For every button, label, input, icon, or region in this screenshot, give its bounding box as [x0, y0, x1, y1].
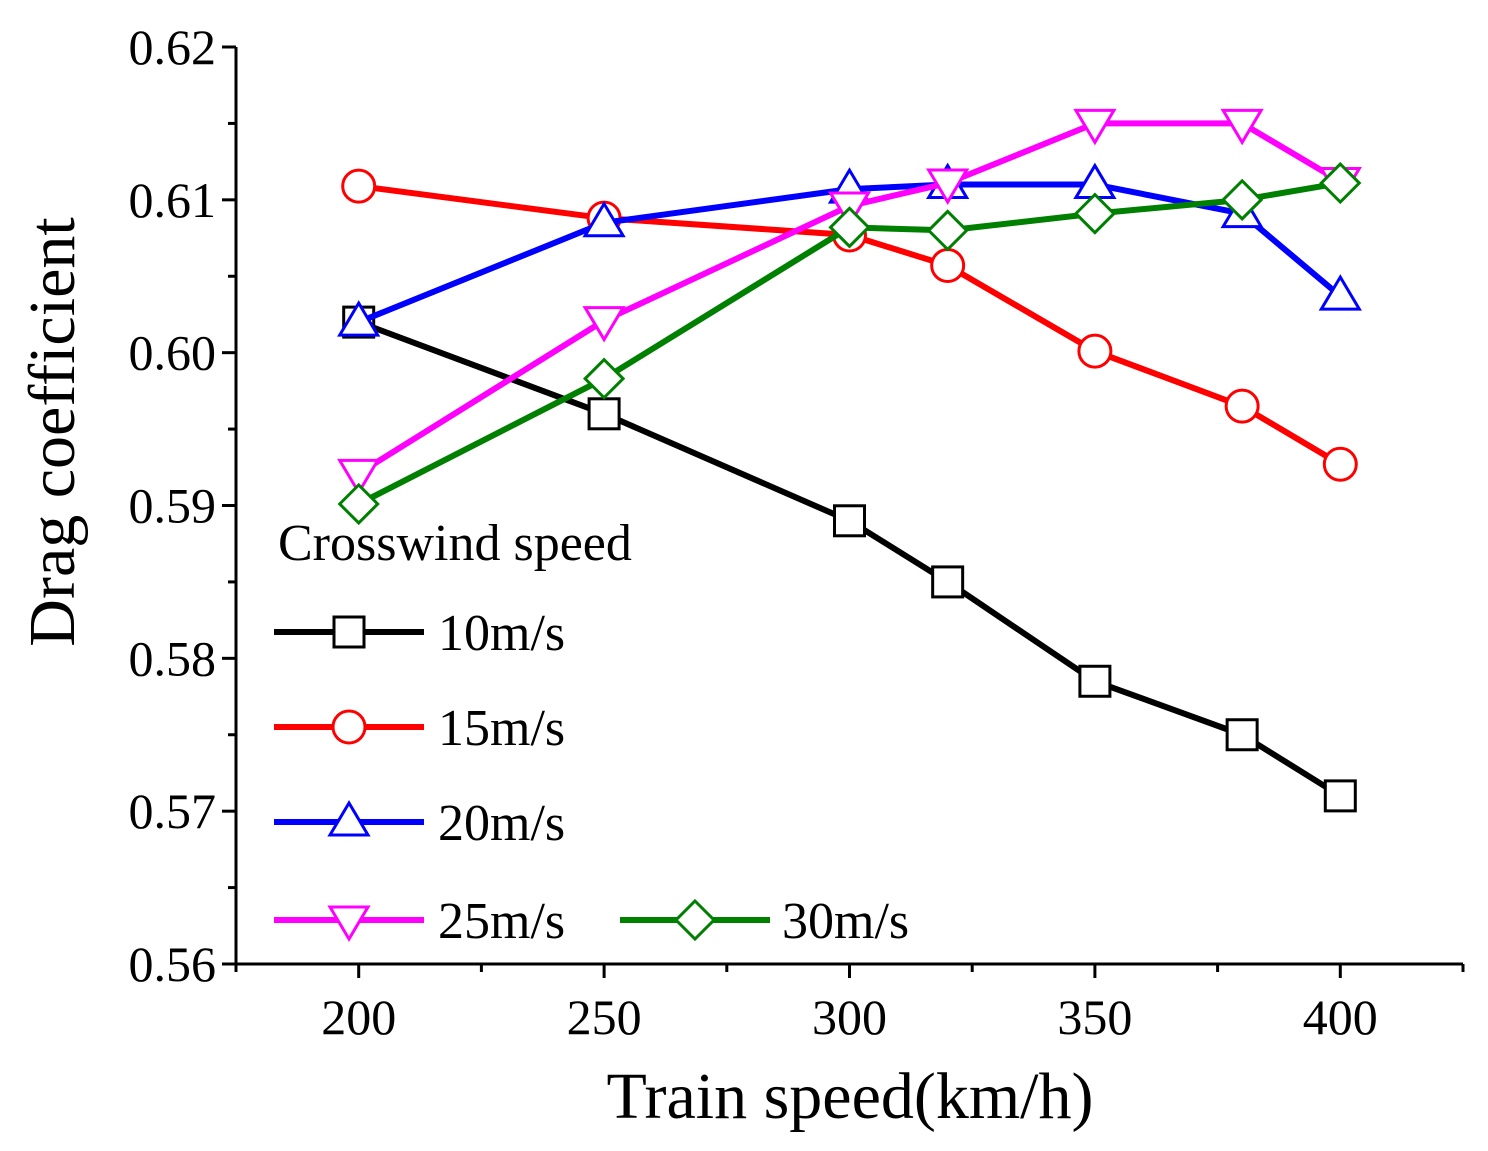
data-point: [582, 306, 626, 343]
data-point: [337, 458, 381, 496]
legend-item: 30m/s: [620, 893, 909, 950]
x-tick-label: 300: [812, 989, 887, 1045]
legend-swatch-marker: [327, 800, 371, 837]
legend-swatch-marker: [332, 615, 366, 649]
data-point: [930, 248, 966, 284]
x-tick-label: 200: [321, 989, 396, 1045]
legend-label: 15m/s: [438, 700, 565, 757]
series-10m/s: [342, 305, 1357, 813]
data-point: [833, 504, 866, 538]
legend-item: 25m/s: [274, 893, 565, 950]
y-tick-label: 0.60: [129, 325, 217, 381]
x-tick-label: 350: [1057, 989, 1132, 1045]
data-point: [926, 168, 970, 205]
data-point: [1220, 108, 1264, 146]
data-point: [1073, 192, 1117, 235]
legend-label: 10m/s: [438, 605, 565, 662]
legend-item: 20m/s: [274, 795, 565, 852]
y-tick-label: 0.58: [129, 630, 217, 686]
data-point: [926, 209, 969, 252]
data-point: [587, 397, 621, 431]
y-tick-label: 0.57: [129, 783, 217, 839]
x-tick-label: 400: [1303, 989, 1378, 1045]
legend-item: 10m/s: [274, 605, 565, 662]
data-point: [582, 357, 626, 400]
legend-swatch-marker: [673, 898, 717, 942]
data-point: [1225, 718, 1259, 752]
y-tick-label: 0.61: [129, 172, 217, 228]
data-point: [337, 300, 381, 337]
legend-swatch-marker: [327, 905, 371, 942]
legend-label: 20m/s: [438, 795, 565, 852]
series-30m/s: [337, 161, 1362, 526]
data-point: [931, 565, 965, 599]
y-tick-label: 0.62: [129, 19, 217, 75]
data-point: [582, 200, 626, 238]
data-point: [341, 168, 377, 204]
data-point: [828, 206, 871, 249]
data-point: [337, 482, 380, 526]
y-axis-label: Drag coefficient: [16, 217, 89, 646]
legend-item: 15m/s: [274, 700, 565, 757]
data-point: [1318, 274, 1362, 311]
data-point: [1073, 108, 1117, 146]
legend-swatch-marker: [331, 709, 367, 745]
data-point: [1078, 664, 1112, 698]
data-point: [1323, 779, 1357, 813]
legend-label: 30m/s: [782, 893, 909, 950]
legend: Crosswind speed 10m/s 15m/s 20m/s 25m/s 30m/s: [274, 515, 909, 950]
data-point: [1322, 446, 1358, 482]
y-tick-label: 0.56: [129, 936, 217, 992]
legend-label: 25m/s: [438, 893, 565, 950]
series-layer: [337, 108, 1362, 813]
legend-title: Crosswind speed: [278, 515, 632, 572]
axes: 0.56 0.57 0.58 0.59 0.60 0.61 0.62 200 250 300 350…: [129, 19, 1465, 1045]
data-point: [1319, 161, 1362, 205]
x-tick-label: 250: [567, 989, 642, 1045]
x-axis-label: Train speed(km/h): [606, 1060, 1093, 1133]
data-point: [1221, 178, 1264, 221]
data-point: [1077, 333, 1113, 369]
data-point: [1224, 388, 1260, 424]
y-tick-label: 0.59: [129, 478, 217, 534]
